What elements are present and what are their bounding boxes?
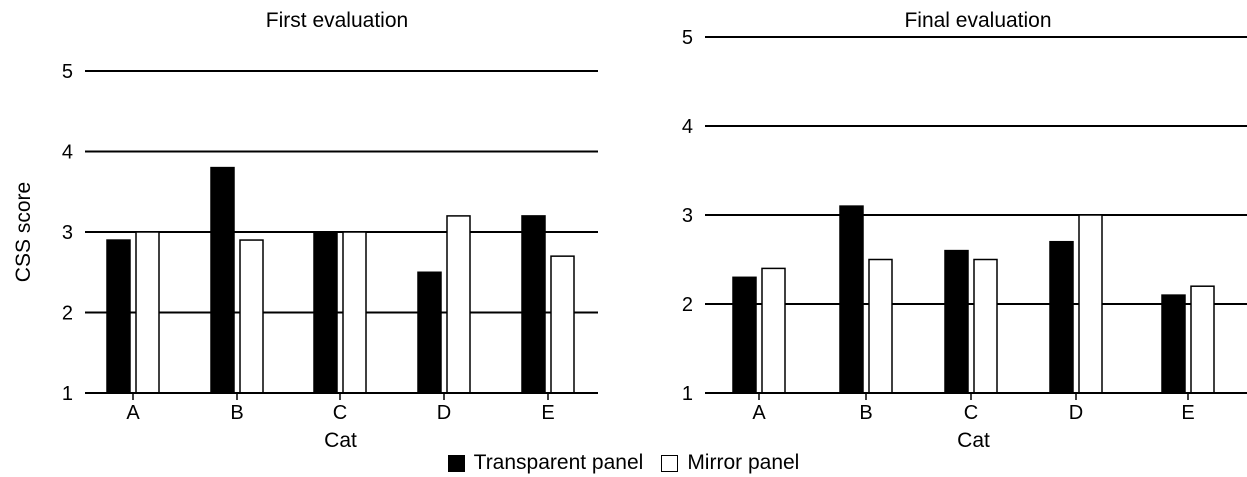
panel-1-bar-mirror-d xyxy=(446,215,471,394)
panel-1-x-tick-label: D xyxy=(437,402,451,424)
panel-2-y-tick-label: 1 xyxy=(682,383,693,405)
legend-swatch-transparent-panel xyxy=(447,454,465,472)
panel-1-bar-mirror-c xyxy=(342,231,367,394)
legend-label-transparent-panel: Transparent panel xyxy=(473,451,644,474)
panel-1-x-tick-label: C xyxy=(333,402,347,424)
panel-1-y-tick-label: 3 xyxy=(62,222,73,244)
panel-1-y-tick-label: 5 xyxy=(62,61,73,83)
panel-1-bar-mirror-b xyxy=(239,239,264,394)
panel-2-x-tick-label: E xyxy=(1181,402,1194,424)
panel-2-x-tick-label: A xyxy=(752,402,766,424)
panel-1-x-axis-label: Cat xyxy=(324,429,357,452)
panel-1-bar-transparent-c xyxy=(313,231,338,394)
panel-1-bar-mirror-a xyxy=(135,231,160,394)
panel-1-y-axis-label: CSS score xyxy=(12,182,35,282)
panel-1-y-tick-label: 1 xyxy=(62,383,73,405)
panel-2-bar-mirror-a xyxy=(761,267,786,394)
panel-1-x-tick-label: E xyxy=(541,402,554,424)
panel-2-bar-transparent-d xyxy=(1049,240,1074,394)
panel-1-x-tick-label: B xyxy=(230,402,243,424)
panel-1-bar-transparent-d xyxy=(417,271,442,394)
legend-label-mirror-panel: Mirror panel xyxy=(687,451,800,474)
panel-1-bar-transparent-e xyxy=(521,215,546,394)
panel-2-x-axis-label: Cat xyxy=(957,429,990,452)
chart-legend: Transparent panel Mirror panel xyxy=(0,450,1247,476)
panel-1-bar-mirror-e xyxy=(550,255,575,394)
panel-2-bar-mirror-d xyxy=(1078,214,1103,394)
panel-2-x-tick-label: B xyxy=(859,402,872,424)
panel-2-bar-transparent-a xyxy=(732,276,757,394)
panel-2-bar-mirror-b xyxy=(868,258,893,394)
panel-1-bar-transparent-b xyxy=(210,166,235,394)
panel-1-title: First evaluation xyxy=(266,9,408,32)
legend-item-mirror-panel: Mirror panel xyxy=(661,451,799,475)
legend-item-transparent-panel: Transparent panel xyxy=(447,451,644,475)
panel-2-x-tick-label: C xyxy=(964,402,978,424)
panel-2-bar-transparent-e xyxy=(1161,294,1186,394)
panel-2-x-tick-label: D xyxy=(1069,402,1083,424)
panel-2-bar-mirror-c xyxy=(973,258,998,394)
panel-2-y-tick-label: 2 xyxy=(682,294,693,316)
panel-1-bar-transparent-a xyxy=(106,239,131,394)
panel-2-bar-transparent-c xyxy=(944,249,969,394)
panel-1-y-tick-label: 2 xyxy=(62,303,73,325)
panel-1-x-tick-label: A xyxy=(126,402,140,424)
panel-1-y-tick-label: 4 xyxy=(62,142,73,164)
panel-2-y-tick-label: 3 xyxy=(682,205,693,227)
panel-2-title: Final evaluation xyxy=(904,9,1051,32)
legend-swatch-mirror-panel xyxy=(661,454,679,472)
panel-2-bar-transparent-b xyxy=(839,205,864,394)
panel-2-y-tick-label: 5 xyxy=(682,27,693,49)
panel-2-bar-mirror-e xyxy=(1190,285,1215,394)
panel-2-y-tick-label: 4 xyxy=(682,116,693,138)
